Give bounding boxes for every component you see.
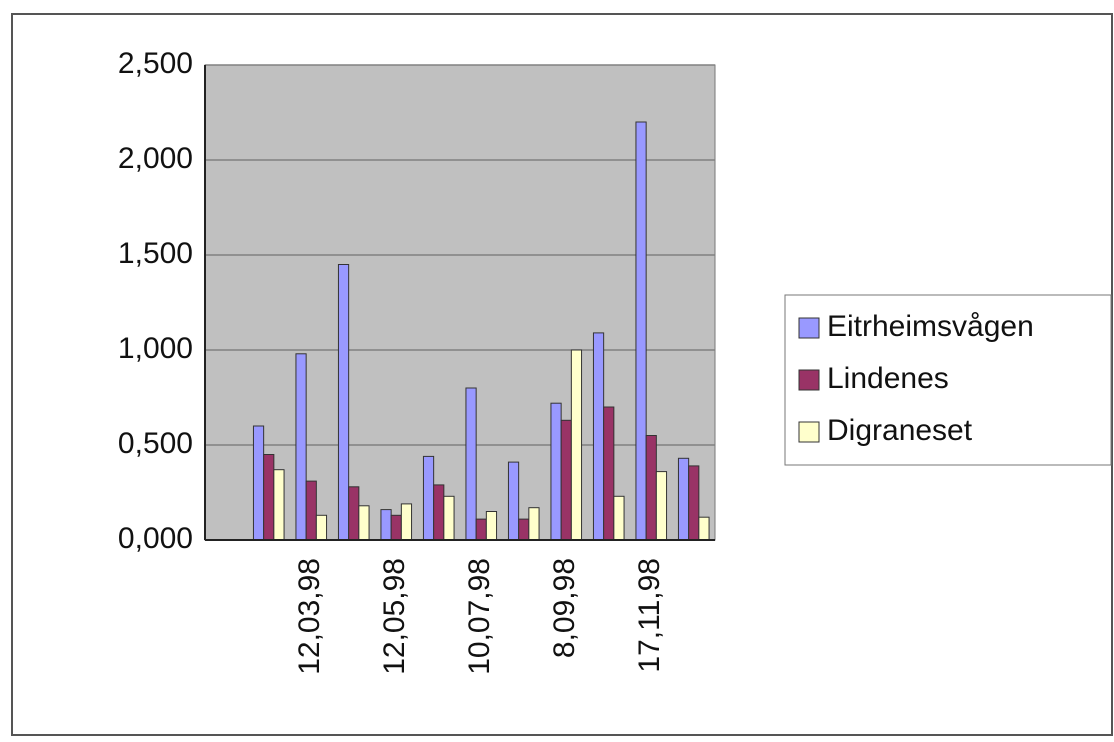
bar xyxy=(655,471,668,541)
legend-label: Eitrheimsvågen xyxy=(827,310,1034,343)
legend-swatch xyxy=(798,369,820,391)
bar xyxy=(518,518,530,541)
bar xyxy=(252,425,265,541)
bar xyxy=(305,480,317,541)
bar xyxy=(422,455,435,541)
bar xyxy=(380,509,392,541)
bar xyxy=(443,495,455,541)
bar xyxy=(263,454,275,541)
bar xyxy=(475,518,487,541)
plot-area xyxy=(204,64,716,541)
legend-swatch xyxy=(798,317,820,339)
y-tick-label: 1,500 xyxy=(118,237,193,270)
y-tick-label: 2,500 xyxy=(118,47,193,80)
bar xyxy=(550,402,562,541)
bar xyxy=(295,353,307,541)
bar xyxy=(348,486,360,541)
x-tick-label: 12,05,98 xyxy=(378,558,411,675)
bar xyxy=(645,435,657,541)
legend-label: Lindenes xyxy=(827,362,949,395)
bar xyxy=(337,264,350,541)
bar xyxy=(688,465,700,541)
legend-swatch xyxy=(798,421,820,443)
legend-box xyxy=(784,294,1112,466)
bar xyxy=(570,349,583,541)
bar xyxy=(635,121,647,541)
x-tick-label: 8,09,98 xyxy=(548,558,581,658)
x-tick-label: 12,03,98 xyxy=(293,558,326,675)
bar xyxy=(400,503,413,541)
bar xyxy=(315,514,328,541)
bar xyxy=(592,332,605,541)
y-tick-label: 0,000 xyxy=(118,522,193,555)
bar xyxy=(528,507,540,541)
y-tick-label: 0,500 xyxy=(118,427,193,460)
bar xyxy=(560,419,572,541)
y-tick-label: 1,000 xyxy=(118,332,193,365)
bar xyxy=(677,457,690,541)
bar xyxy=(613,495,625,541)
bar xyxy=(603,406,615,541)
bar xyxy=(390,514,402,541)
x-tick-label: 17,11,98 xyxy=(633,558,666,673)
bar xyxy=(358,505,370,541)
bar xyxy=(465,387,477,541)
legend-label: Digraneset xyxy=(827,414,973,447)
bar xyxy=(273,469,285,541)
bar xyxy=(507,461,520,541)
y-tick-label: 2,000 xyxy=(118,142,193,175)
bar xyxy=(433,484,445,541)
bar xyxy=(698,516,710,541)
bar xyxy=(485,511,498,541)
x-tick-label: 10,07,98 xyxy=(463,558,496,675)
